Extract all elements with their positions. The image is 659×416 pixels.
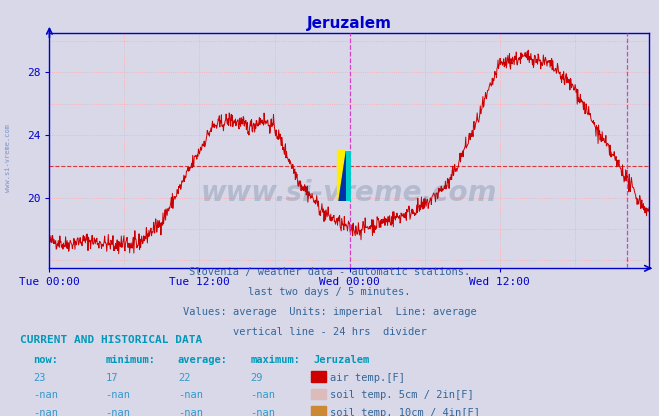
Text: Jeruzalem: Jeruzalem: [313, 355, 369, 365]
Bar: [346, 151, 351, 201]
Text: -nan: -nan: [105, 408, 130, 416]
Text: Slovenia / weather data - automatic stations.: Slovenia / weather data - automatic stat…: [189, 267, 470, 277]
Text: -nan: -nan: [105, 390, 130, 400]
Text: 29: 29: [250, 373, 263, 383]
Text: www.si-vreme.com: www.si-vreme.com: [5, 124, 11, 192]
Text: -nan: -nan: [178, 390, 203, 400]
Text: soil temp. 10cm / 4in[F]: soil temp. 10cm / 4in[F]: [330, 408, 480, 416]
Text: minimum:: minimum:: [105, 355, 156, 365]
Text: maximum:: maximum:: [250, 355, 301, 365]
Polygon shape: [337, 151, 345, 201]
Text: soil temp. 5cm / 2in[F]: soil temp. 5cm / 2in[F]: [330, 390, 473, 400]
Text: vertical line - 24 hrs  divider: vertical line - 24 hrs divider: [233, 327, 426, 337]
Text: 23: 23: [33, 373, 45, 383]
Text: Values: average  Units: imperial  Line: average: Values: average Units: imperial Line: av…: [183, 307, 476, 317]
Text: -nan: -nan: [33, 390, 58, 400]
Text: -nan: -nan: [33, 408, 58, 416]
Text: -nan: -nan: [178, 408, 203, 416]
Text: -nan: -nan: [250, 408, 275, 416]
Text: -nan: -nan: [250, 390, 275, 400]
Text: now:: now:: [33, 355, 58, 365]
Text: air temp.[F]: air temp.[F]: [330, 373, 405, 383]
Text: last two days / 5 minutes.: last two days / 5 minutes.: [248, 287, 411, 297]
Text: average:: average:: [178, 355, 228, 365]
Text: www.si-vreme.com: www.si-vreme.com: [201, 179, 498, 207]
Bar: [337, 151, 351, 201]
Title: Jeruzalem: Jeruzalem: [307, 16, 391, 31]
Text: 17: 17: [105, 373, 118, 383]
Text: CURRENT AND HISTORICAL DATA: CURRENT AND HISTORICAL DATA: [20, 335, 202, 345]
Text: 22: 22: [178, 373, 190, 383]
